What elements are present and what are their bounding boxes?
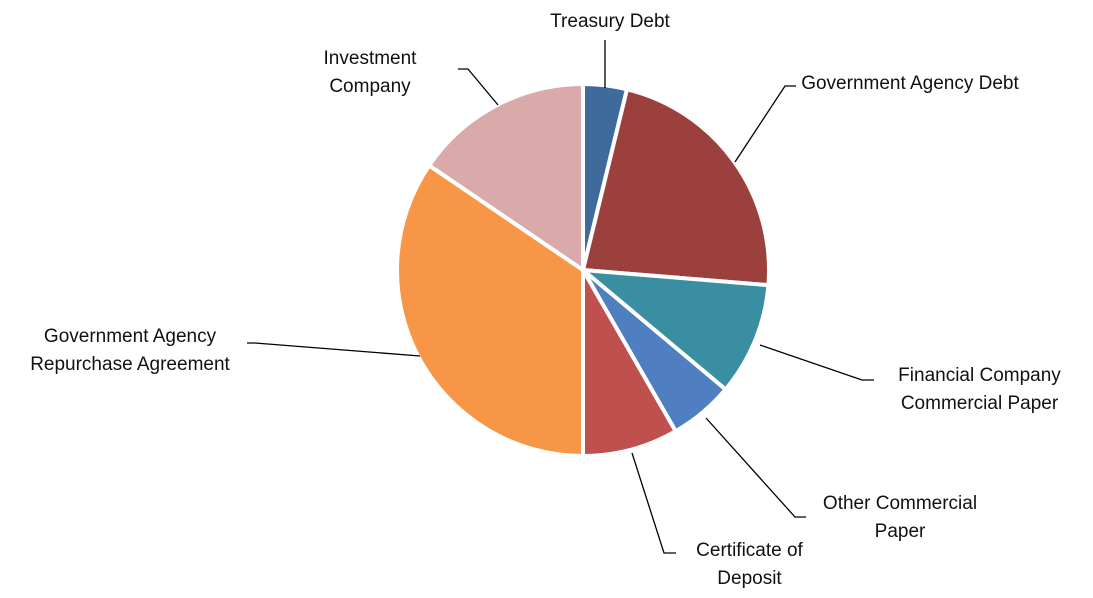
leader-line [734, 85, 796, 163]
slice-label: Financial Company Commercial Paper [898, 365, 1061, 414]
leader-line [705, 417, 806, 518]
pie-slice [395, 163, 585, 458]
leader-line [458, 68, 499, 106]
slice-label: Government Agency Repurchase Agreement [30, 326, 230, 375]
leader-line [247, 342, 421, 357]
slice-label: Other Commercial Paper [822, 493, 978, 542]
pie-slice [427, 82, 585, 272]
pie-slice [581, 87, 771, 288]
slice-label: Investment Company [323, 48, 417, 97]
slice-label: Certificate of Deposit [696, 540, 803, 589]
leader-line [631, 452, 676, 554]
slice-label: Treasury Debt [550, 11, 670, 32]
pie-slice [581, 268, 771, 392]
leader-line [759, 344, 874, 381]
slice-label: Government Agency Debt [801, 73, 1019, 94]
